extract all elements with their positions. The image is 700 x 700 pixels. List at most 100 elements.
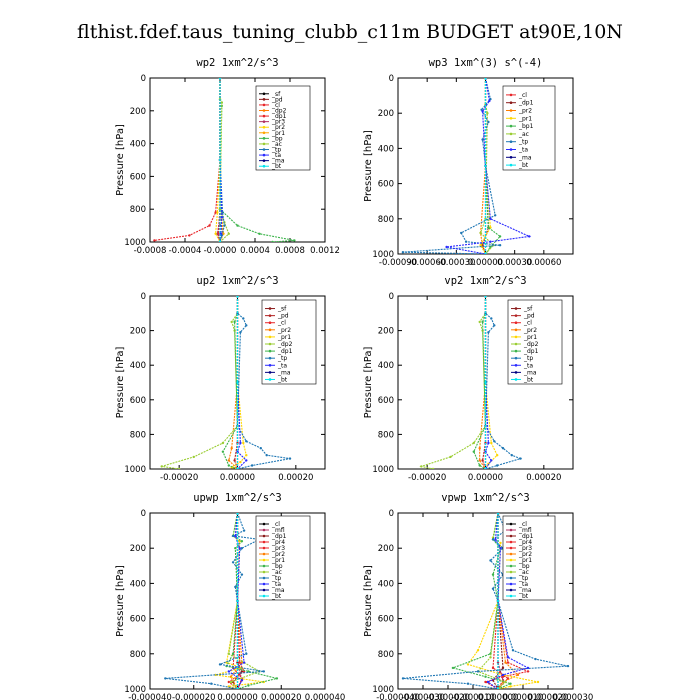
data-point <box>227 670 230 673</box>
data-point <box>239 460 242 464</box>
data-point <box>236 513 239 515</box>
x-tick-label: 0.00020 <box>526 473 561 483</box>
legend-entry: _dp1 <box>523 348 539 355</box>
legend-entry: _cl <box>518 92 527 99</box>
data-point <box>293 239 296 242</box>
legend-marker <box>514 321 518 325</box>
panel-title: vpwp 1xm^2/s^3 <box>441 492 530 504</box>
figure-title: flthist.fdef.taus_tuning_clubb_c11m BUDG… <box>77 21 623 43</box>
y-tick-label: 0 <box>141 74 146 84</box>
data-point <box>234 547 237 550</box>
y-tick-label: 1000 <box>124 685 146 695</box>
data-point <box>401 677 405 680</box>
y-tick-label: 0 <box>389 292 394 302</box>
series-group <box>401 78 532 254</box>
legend-entry: _tp <box>271 575 281 582</box>
legend-entry: _ma <box>277 369 291 376</box>
panel-title: vp2 1xm^2/s^3 <box>444 275 526 287</box>
x-tick-label: -0.0004 <box>169 246 202 256</box>
legend-entry: _pr1 <box>271 130 285 137</box>
legend-marker <box>509 101 513 104</box>
data-point <box>245 454 248 457</box>
y-axis-label: Pressure [hPa] <box>363 347 374 419</box>
legend-marker <box>514 378 518 381</box>
legend-marker <box>262 109 266 112</box>
data-point <box>240 573 244 576</box>
data-point <box>449 455 452 459</box>
data-point <box>222 232 225 235</box>
x-tick-label: 0.00060 <box>526 258 561 268</box>
legend-entry: _ta <box>518 147 528 154</box>
data-point <box>236 467 239 469</box>
data-point <box>484 675 487 678</box>
y-tick-label: 400 <box>378 361 394 371</box>
legend-marker <box>262 131 266 135</box>
data-point <box>230 320 233 324</box>
data-point <box>208 224 211 227</box>
data-point <box>275 677 279 680</box>
series-line-dp1 <box>154 78 221 241</box>
legend-box <box>507 299 563 385</box>
legend-marker <box>262 164 266 168</box>
legend-marker <box>509 582 513 586</box>
series-line-tp <box>236 296 291 469</box>
data-point <box>234 585 237 589</box>
series-line-tp <box>484 296 523 469</box>
legend-marker <box>509 558 513 562</box>
data-point <box>223 224 226 227</box>
data-point <box>486 112 489 115</box>
data-point <box>227 680 230 684</box>
data-point <box>499 547 502 550</box>
data-point <box>526 666 530 670</box>
data-point <box>491 538 495 541</box>
data-point <box>479 244 482 247</box>
data-point <box>528 235 531 238</box>
legend-entry: _pr3 <box>518 545 532 552</box>
data-point <box>192 455 195 459</box>
y-tick-label: 200 <box>378 544 394 554</box>
data-point <box>214 673 217 677</box>
data-point <box>481 110 484 113</box>
legend-entry: _pr1 <box>271 557 285 564</box>
legend-marker <box>262 125 266 129</box>
data-point <box>509 682 512 685</box>
y-tick-label: 600 <box>378 615 394 625</box>
y-axis-label: Pressure [hPa] <box>115 565 126 637</box>
legend-marker <box>268 335 272 339</box>
legend-entry: _tp <box>518 139 528 146</box>
x-tick-label: -0.00020 <box>408 473 446 483</box>
legend-marker <box>268 349 272 353</box>
legend-entry: _dp1 <box>277 348 293 355</box>
legend-entry: _tp <box>271 147 281 154</box>
data-point <box>218 158 222 162</box>
legend-marker <box>509 564 513 568</box>
data-point <box>510 454 513 457</box>
legend-entry: _pr2 <box>523 327 537 334</box>
legend-entry: _pr1 <box>518 557 532 564</box>
data-point <box>516 673 520 677</box>
legend-entry: _bp <box>271 563 283 570</box>
legend: _cl_mfl_dp1_pr4_pr3_pr2_pr1_bp_ac_tp_ta_… <box>255 515 311 601</box>
legend-marker <box>509 594 513 598</box>
x-tick-label: 0.000000 <box>217 693 258 700</box>
legend-marker <box>509 132 513 136</box>
y-tick-label: 400 <box>130 579 146 589</box>
y-tick-label: 600 <box>130 172 146 182</box>
data-point <box>220 216 223 219</box>
data-point <box>245 652 248 655</box>
legend-entry: _ma <box>271 587 285 594</box>
data-point <box>288 457 292 460</box>
legend-entry: _ta <box>271 581 281 588</box>
legend-box <box>261 299 317 385</box>
legend-marker <box>509 163 513 167</box>
data-point <box>229 680 233 684</box>
data-point <box>506 661 510 664</box>
legend-box <box>502 85 556 171</box>
legend-entry: _pr2 <box>271 551 285 558</box>
data-point <box>481 138 484 141</box>
data-point <box>501 673 505 677</box>
legend-marker <box>262 92 266 96</box>
data-point <box>466 682 470 685</box>
data-point <box>566 664 570 668</box>
panels-container: wp2 1xm^2/s^3 Pressure [hPa] 0 200 400 600 800… <box>115 57 593 700</box>
